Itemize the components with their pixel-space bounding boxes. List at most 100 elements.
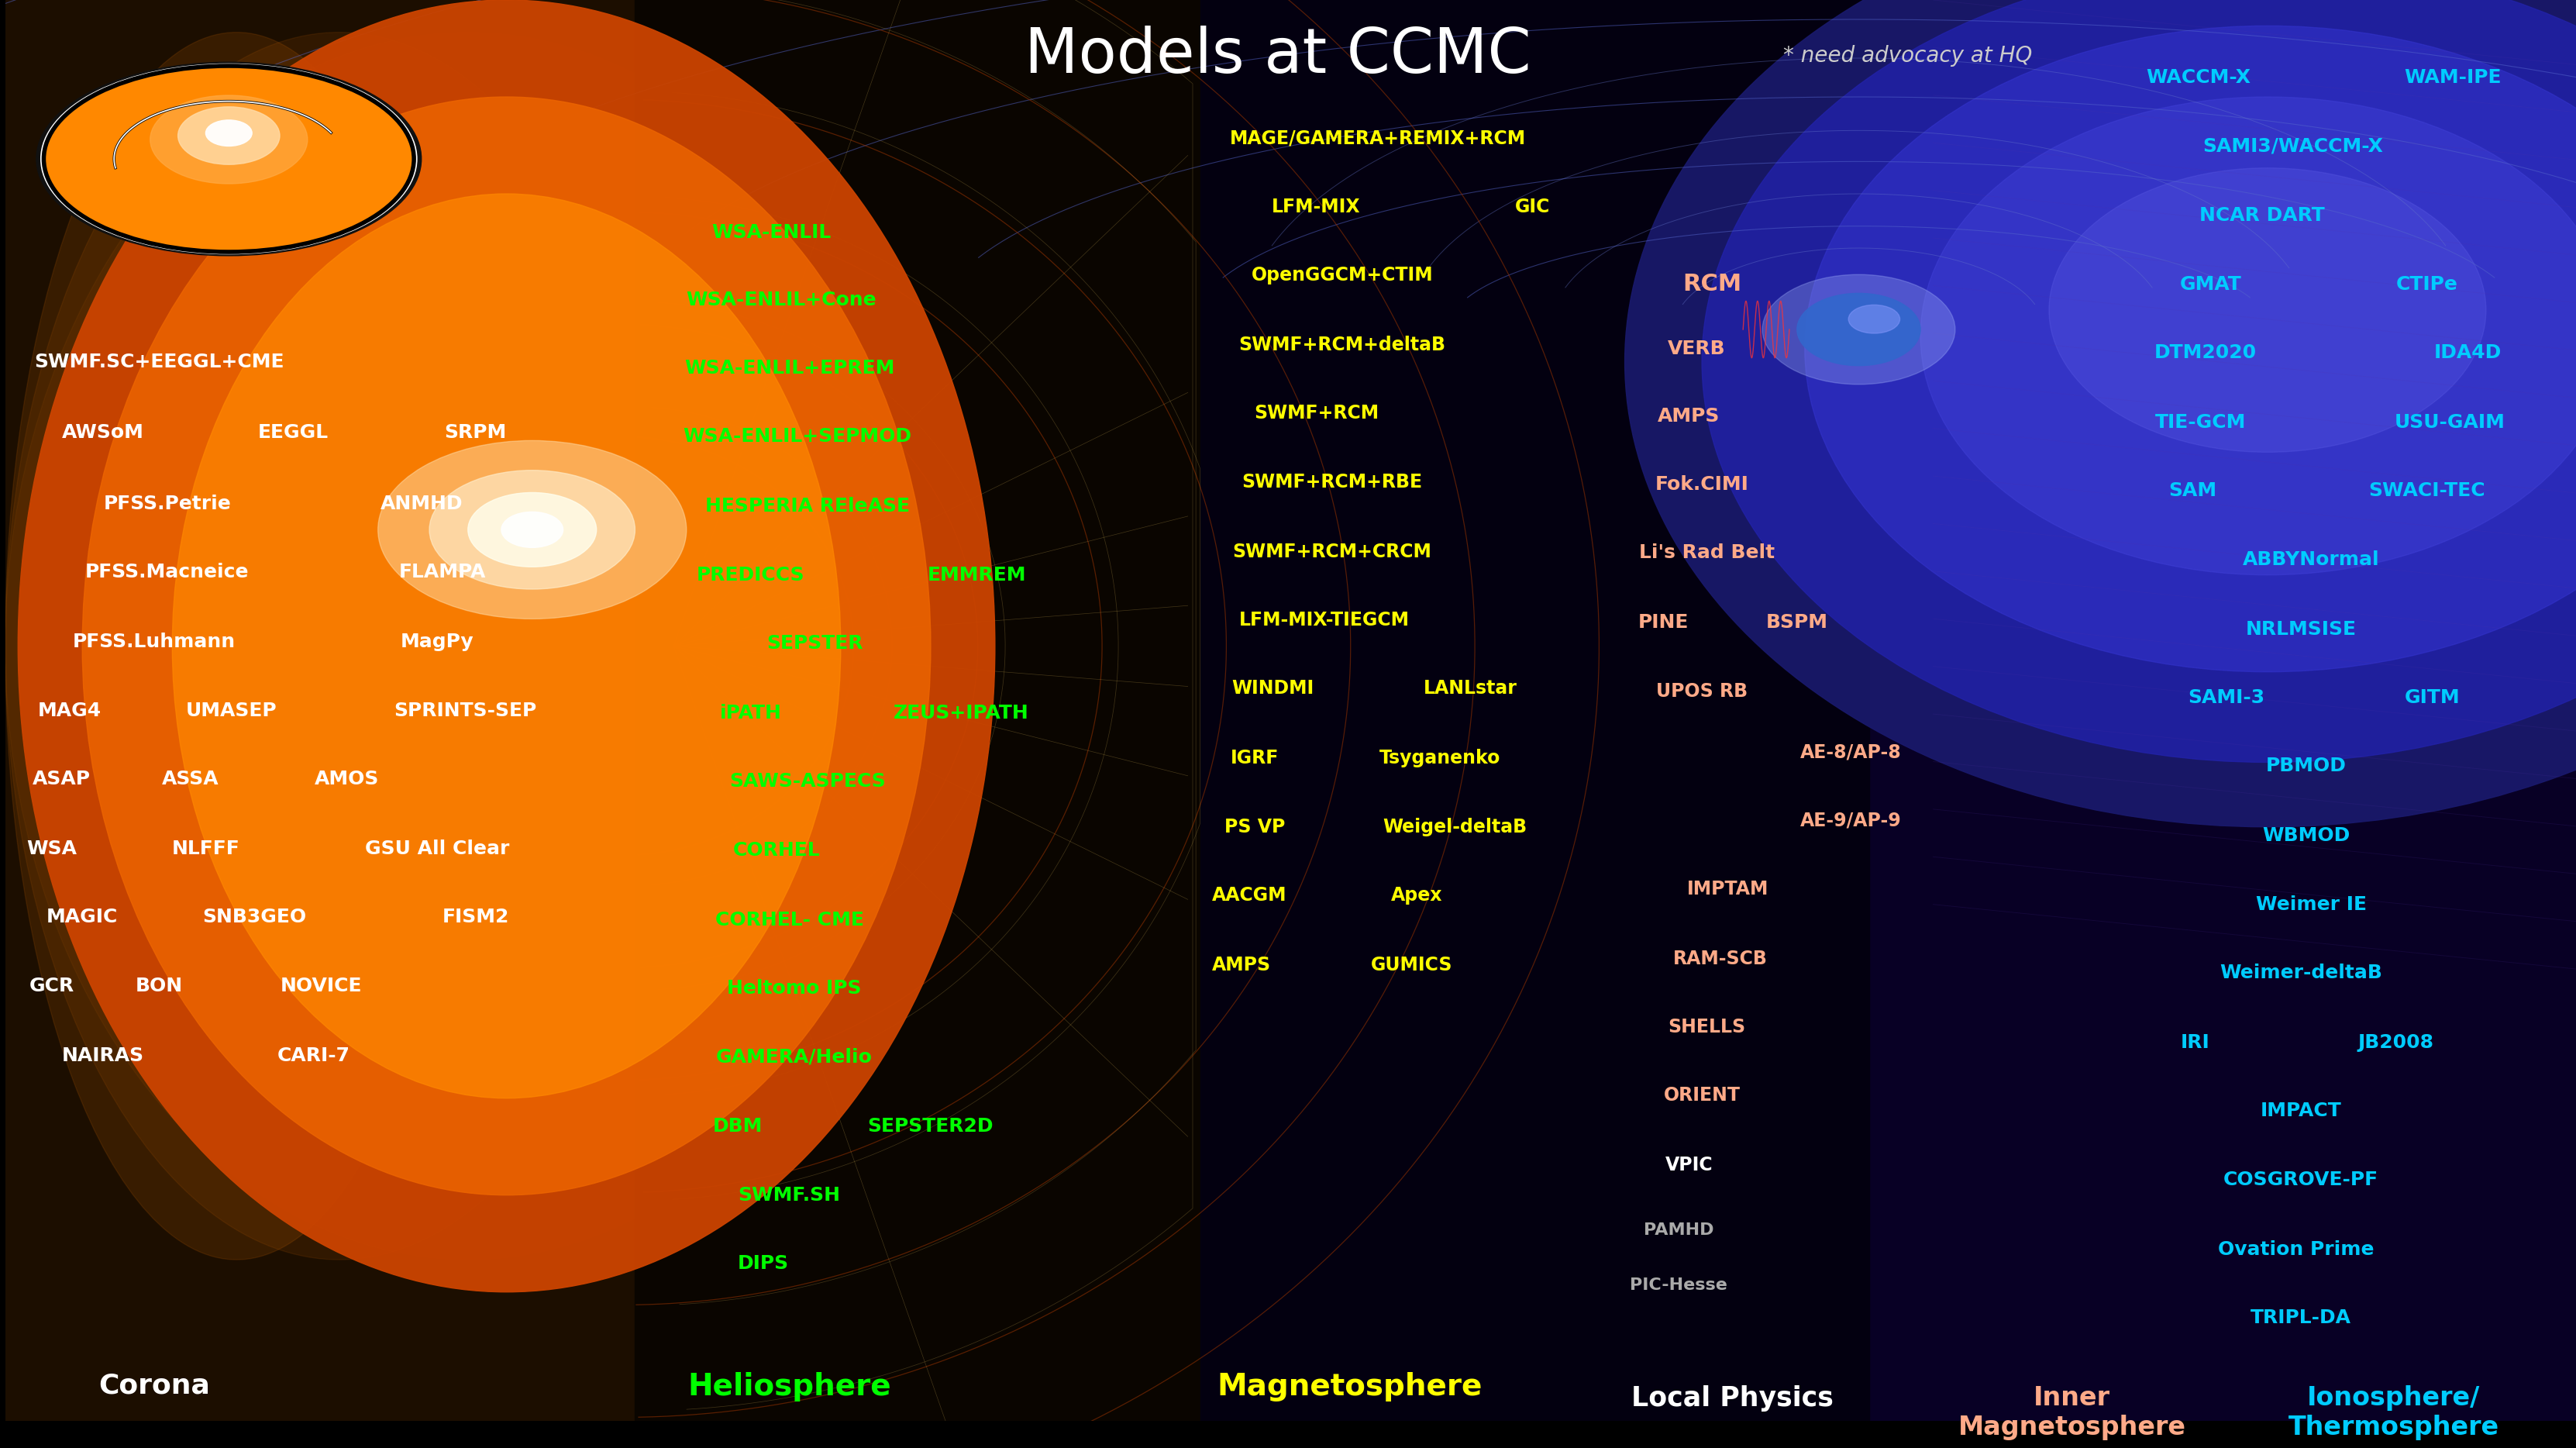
Text: SEPSTER: SEPSTER (768, 634, 863, 653)
Text: * need advocacy at HQ: * need advocacy at HQ (1783, 45, 2032, 67)
Text: WAM-IPE: WAM-IPE (2403, 68, 2501, 87)
Text: SAMI3/WACCM-X: SAMI3/WACCM-X (2202, 136, 2383, 155)
Ellipse shape (82, 97, 930, 1195)
Text: PFSS.Macneice: PFSS.Macneice (85, 563, 250, 582)
Text: Heltomo IPS: Heltomo IPS (726, 979, 860, 998)
Ellipse shape (5, 32, 469, 1260)
Text: SWMF+RCM+deltaB: SWMF+RCM+deltaB (1239, 336, 1445, 355)
Text: SHELLS: SHELLS (1669, 1018, 1747, 1037)
Text: MagPy: MagPy (399, 633, 474, 652)
Text: PFSS.Petrie: PFSS.Petrie (103, 495, 232, 513)
Text: VPIC: VPIC (1664, 1156, 1713, 1174)
Text: SWACI-TEC: SWACI-TEC (2367, 482, 2486, 500)
Text: GIC: GIC (1515, 197, 1551, 216)
Ellipse shape (1798, 294, 1922, 366)
Ellipse shape (1922, 97, 2576, 575)
Text: SRPM: SRPM (446, 423, 507, 442)
Text: EEGGL: EEGGL (258, 423, 327, 442)
Text: SWMF+RCM: SWMF+RCM (1255, 404, 1378, 423)
Text: Magnetosphere: Magnetosphere (1216, 1373, 1481, 1402)
Text: SAM: SAM (2169, 482, 2218, 500)
Text: Ovation Prime: Ovation Prime (2218, 1239, 2375, 1258)
Text: SEPSTER2D: SEPSTER2D (868, 1118, 994, 1135)
Bar (5, 0, 636, 1420)
Ellipse shape (206, 120, 252, 146)
Text: PREDICCS: PREDICCS (696, 566, 804, 584)
Text: WSA: WSA (26, 840, 77, 859)
Ellipse shape (379, 440, 685, 618)
Text: FLAMPA: FLAMPA (399, 563, 487, 582)
Circle shape (44, 67, 415, 252)
Text: NLFFF: NLFFF (173, 840, 240, 859)
Text: Models at CCMC: Models at CCMC (1025, 25, 1530, 85)
Text: WBMOD: WBMOD (2262, 827, 2349, 846)
Text: USU-GAIM: USU-GAIM (2396, 413, 2506, 432)
Text: AMPS: AMPS (1659, 407, 1721, 426)
Text: WSA-ENLIL+SEPMOD: WSA-ENLIL+SEPMOD (683, 427, 912, 446)
Ellipse shape (430, 471, 636, 589)
Text: DBM: DBM (714, 1118, 762, 1135)
Text: MAGE/GAMERA+REMIX+RCM: MAGE/GAMERA+REMIX+RCM (1229, 129, 1525, 148)
Bar (1613, 0, 1870, 1420)
Ellipse shape (469, 492, 598, 566)
Text: SWMF+RCM+CRCM: SWMF+RCM+CRCM (1231, 543, 1432, 560)
Text: GSU All Clear: GSU All Clear (366, 840, 510, 859)
Text: GMAT: GMAT (2179, 275, 2241, 294)
Ellipse shape (1762, 275, 1955, 384)
Text: Tsyganenko: Tsyganenko (1378, 749, 1499, 767)
Text: MAGIC: MAGIC (46, 908, 118, 927)
Text: SWMF+RCM+RBE: SWMF+RCM+RBE (1242, 472, 1422, 491)
Ellipse shape (5, 32, 672, 1260)
Text: Ionosphere/
Thermosphere: Ionosphere/ Thermosphere (2287, 1386, 2499, 1441)
Text: Heliosphere: Heliosphere (688, 1373, 891, 1402)
Text: Weimer-deltaB: Weimer-deltaB (2221, 963, 2383, 982)
Text: RAM-SCB: RAM-SCB (1672, 950, 1767, 967)
Text: WSA-ENLIL+EPREM: WSA-ENLIL+EPREM (685, 359, 894, 378)
Text: VERB: VERB (1667, 339, 1726, 358)
Bar (1870, 0, 2576, 1420)
Text: Apex: Apex (1391, 886, 1443, 905)
Ellipse shape (1625, 0, 2576, 827)
Text: SWMF.SC+EEGGL+CME: SWMF.SC+EEGGL+CME (33, 352, 283, 371)
Text: CORHEL: CORHEL (732, 841, 819, 860)
Text: HESPERIA REleASE: HESPERIA REleASE (706, 497, 909, 515)
Text: AE-8/AP-8: AE-8/AP-8 (1801, 743, 1901, 762)
Text: AE-9/AP-9: AE-9/AP-9 (1801, 811, 1901, 830)
Ellipse shape (1703, 0, 2576, 762)
Text: GCR: GCR (28, 976, 75, 995)
Text: ASSA: ASSA (162, 770, 219, 788)
Text: RCM: RCM (1682, 274, 1741, 295)
Text: AACGM: AACGM (1213, 886, 1288, 905)
Text: CARI-7: CARI-7 (278, 1047, 350, 1064)
Text: DTM2020: DTM2020 (2154, 343, 2257, 362)
Bar (1200, 0, 1870, 1420)
Text: IMPACT: IMPACT (2259, 1102, 2342, 1121)
Text: Weigel-deltaB: Weigel-deltaB (1383, 818, 1528, 835)
Text: AWSoM: AWSoM (62, 423, 144, 442)
Text: ABBYNormal: ABBYNormal (2244, 550, 2380, 569)
Text: CORHEL- CME: CORHEL- CME (716, 911, 863, 930)
Text: Fok.CIMI: Fok.CIMI (1656, 475, 1749, 494)
Text: TIE-GCM: TIE-GCM (2156, 413, 2246, 432)
Text: LFM-MIX-TIEGCM: LFM-MIX-TIEGCM (1239, 611, 1409, 630)
Text: JB2008: JB2008 (2357, 1034, 2434, 1051)
Ellipse shape (178, 107, 281, 165)
Text: IRI: IRI (2182, 1034, 2210, 1051)
Text: AMPS: AMPS (1213, 956, 1270, 975)
Text: UMASEP: UMASEP (185, 701, 278, 720)
Text: BSPM: BSPM (1767, 614, 1829, 631)
Text: DIPS: DIPS (737, 1254, 788, 1273)
Text: GITM: GITM (2403, 688, 2460, 707)
Text: FISM2: FISM2 (443, 908, 510, 927)
Text: PAMHD: PAMHD (1643, 1222, 1713, 1238)
Ellipse shape (173, 194, 840, 1098)
Text: IMPTAM: IMPTAM (1687, 879, 1770, 898)
Ellipse shape (1806, 26, 2576, 672)
Text: GUMICS: GUMICS (1370, 956, 1453, 975)
Ellipse shape (18, 0, 994, 1292)
Ellipse shape (5, 32, 930, 1260)
Text: SWMF.SH: SWMF.SH (739, 1186, 840, 1205)
Text: WACCM-X: WACCM-X (2146, 68, 2251, 87)
Text: BON: BON (137, 976, 183, 995)
Text: Li's Rad Belt: Li's Rad Belt (1638, 543, 1775, 562)
